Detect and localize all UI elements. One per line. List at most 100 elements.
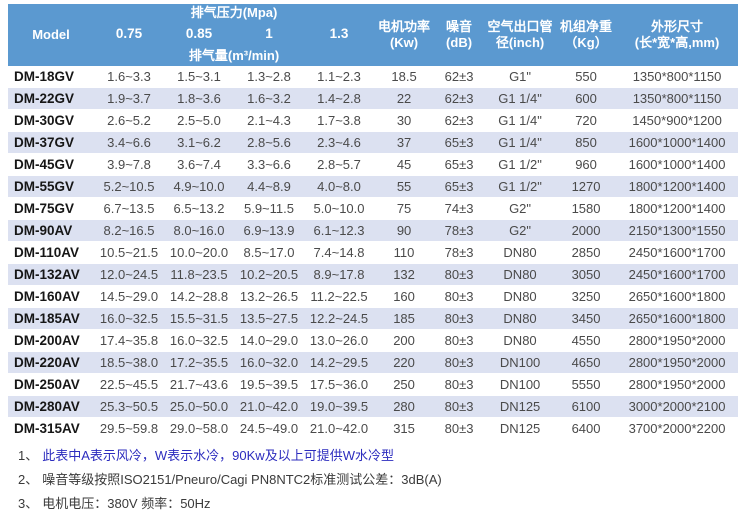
noise-cell: 65±3 — [434, 131, 485, 154]
flow-1-cell: 21.0~42.0 — [234, 395, 304, 418]
model-cell: DM-90AV — [8, 219, 94, 242]
flow-0.85-cell: 16.0~32.5 — [164, 329, 234, 352]
noise-cell: 78±3 — [434, 241, 485, 264]
model-cell: DM-160AV — [8, 285, 94, 308]
air-outlet-cell: DN80 — [484, 263, 557, 286]
motor-power-cell: 280 — [374, 395, 435, 418]
flow-0.75-cell: 1.6~3.3 — [94, 66, 164, 88]
flow-0.75-cell: 25.3~50.5 — [94, 395, 164, 418]
motor-power-cell: 220 — [374, 351, 435, 374]
model-cell: DM-75GV — [8, 197, 94, 220]
dimensions-cell: 1800*1200*1400 — [616, 197, 739, 220]
dimensions-cell: 1800*1200*1400 — [616, 175, 739, 198]
net-weight-cell: 600 — [556, 87, 617, 110]
model-cell: DM-220AV — [8, 351, 94, 374]
dimensions-label-line1: 外形尺寸 — [651, 18, 704, 34]
net-weight-cell: 2000 — [556, 219, 617, 242]
dimensions-cell: 2800*1950*2000 — [616, 373, 739, 396]
air-outlet-cell: G1 1/4" — [484, 87, 557, 110]
flow-1.3-cell: 13.0~26.0 — [304, 329, 375, 352]
air-outlet-cell: G2" — [484, 219, 557, 242]
motor-power-cell: 22 — [374, 87, 435, 110]
table-row: DM-160AV 14.5~29.0 14.2~28.8 13.2~26.5 11.2~… — [8, 285, 739, 308]
flow-1.3-cell: 1.7~3.8 — [304, 109, 375, 132]
dimensions-cell: 3000*2000*2100 — [616, 395, 739, 418]
noise-cell: 74±3 — [434, 197, 485, 220]
flow-1-cell: 3.3~6.6 — [234, 153, 304, 176]
flow-0.85-cell: 3.1~6.2 — [164, 131, 234, 154]
model-cell: DM-55GV — [8, 175, 94, 198]
model-cell: DM-200AV — [8, 329, 94, 352]
flow-1-cell: 10.2~20.5 — [234, 263, 304, 286]
footnote-text: 电机电压：380V 频率：50Hz — [42, 496, 211, 511]
motor-power-cell: 250 — [374, 373, 435, 396]
footnote-number: 1、 — [18, 448, 39, 463]
flow-0.75-cell: 10.5~21.5 — [94, 241, 164, 264]
dimensions-cell: 1600*1000*1400 — [616, 153, 739, 176]
table-row: DM-75GV 6.7~13.5 6.5~13.2 5.9~11.5 5.0~10.0 7… — [8, 197, 739, 220]
flow-1.3-cell: 5.0~10.0 — [304, 197, 375, 220]
footnote-text: 此表中A表示风冷，W表示水冷，90Kw及以上可提供W水冷型 — [42, 448, 394, 463]
air-outlet-cell: DN100 — [484, 351, 557, 374]
net-weight-cell: 6400 — [556, 417, 617, 440]
motor-power-cell: 37 — [374, 131, 435, 154]
flow-1-cell: 13.5~27.5 — [234, 307, 304, 330]
air-outlet-label-line1: 空气出口管 — [487, 18, 553, 34]
model-cell: DM-37GV — [8, 131, 94, 154]
pressure-value-1: 1 — [234, 22, 304, 46]
dimensions-cell: 1450*900*1200 — [616, 109, 739, 132]
net-weight-cell: 5550 — [556, 373, 617, 396]
flow-1.3-cell: 21.0~42.0 — [304, 417, 375, 440]
dimensions-cell: 1350*800*1150 — [616, 66, 739, 88]
table-row: DM-18GV 1.6~3.3 1.5~3.1 1.3~2.8 1.1~2.3 18.5 6… — [8, 66, 739, 88]
flow-0.85-cell: 10.0~20.0 — [164, 241, 234, 264]
motor-power-label-line2: (Kw) — [389, 35, 419, 50]
flow-0.75-cell: 29.5~59.8 — [94, 417, 164, 440]
noise-cell: 80±3 — [434, 285, 485, 308]
flow-1.3-cell: 8.9~17.8 — [304, 263, 375, 286]
model-cell: DM-132AV — [8, 263, 94, 286]
flow-1.3-cell: 6.1~12.3 — [304, 219, 375, 242]
air-outlet-cell: DN80 — [484, 307, 557, 330]
net-weight-label-line2: （Kg） — [564, 35, 608, 50]
noise-label-line2: (dB) — [446, 35, 473, 50]
flow-0.75-cell: 12.0~24.5 — [94, 263, 164, 286]
dimensions-cell: 2650*1600*1800 — [616, 307, 739, 330]
noise-cell: 65±3 — [434, 175, 485, 198]
model-cell: DM-18GV — [8, 66, 94, 88]
air-outlet-cell: DN100 — [484, 373, 557, 396]
dimensions-cell: 2450*1600*1700 — [616, 263, 739, 286]
net-weight-cell: 4550 — [556, 329, 617, 352]
model-cell: DM-22GV — [8, 87, 94, 110]
table-row: DM-30GV 2.6~5.2 2.5~5.0 2.1~4.3 1.7~3.8 30 62±… — [8, 109, 739, 132]
flow-0.85-cell: 2.5~5.0 — [164, 109, 234, 132]
net-weight-cell: 3050 — [556, 263, 617, 286]
air-outlet-cell: G1" — [484, 66, 557, 88]
flow-0.85-cell: 21.7~43.6 — [164, 373, 234, 396]
footnotes: 1、 此表中A表示风冷，W表示水冷，90Kw及以上可提供W水冷型 2、 噪音等级按照I… — [18, 444, 738, 516]
flow-0.75-cell: 16.0~32.5 — [94, 307, 164, 330]
flow-1-cell: 1.3~2.8 — [234, 66, 304, 88]
net-weight-cell: 6100 — [556, 395, 617, 418]
col-header-dimensions: 外形尺寸 (长*宽*高,mm) — [616, 4, 739, 66]
motor-power-cell: 55 — [374, 175, 435, 198]
model-cell: DM-315AV — [8, 417, 94, 440]
flow-1-cell: 24.5~49.0 — [234, 417, 304, 440]
motor-power-cell: 185 — [374, 307, 435, 330]
table-header: Model 排气压力(Mpa) 电机功率 (Kw) 噪音 (dB) 空气出口管 … — [8, 4, 739, 66]
air-outlet-label-line2: 径(inch) — [495, 35, 545, 50]
table-row: DM-37GV 3.4~6.6 3.1~6.2 2.8~5.6 2.3~4.6 37 65±… — [8, 131, 739, 154]
net-weight-cell: 1580 — [556, 197, 617, 220]
net-weight-cell: 720 — [556, 109, 617, 132]
noise-cell: 80±3 — [434, 307, 485, 330]
air-outlet-cell: G2" — [484, 197, 557, 220]
table-row: DM-132AV 12.0~24.5 11.8~23.5 10.2~20.5 8.9~1… — [8, 263, 739, 286]
flow-0.75-cell: 17.4~35.8 — [94, 329, 164, 352]
flow-1-cell: 6.9~13.9 — [234, 219, 304, 242]
pressure-value-0.85: 0.85 — [164, 22, 234, 46]
air-outlet-cell: G1 1/4" — [484, 131, 557, 154]
flow-0.75-cell: 2.6~5.2 — [94, 109, 164, 132]
table-row: DM-315AV 29.5~59.8 29.0~58.0 24.5~49.0 21.0~… — [8, 417, 739, 440]
net-weight-cell: 960 — [556, 153, 617, 176]
motor-power-cell: 30 — [374, 109, 435, 132]
